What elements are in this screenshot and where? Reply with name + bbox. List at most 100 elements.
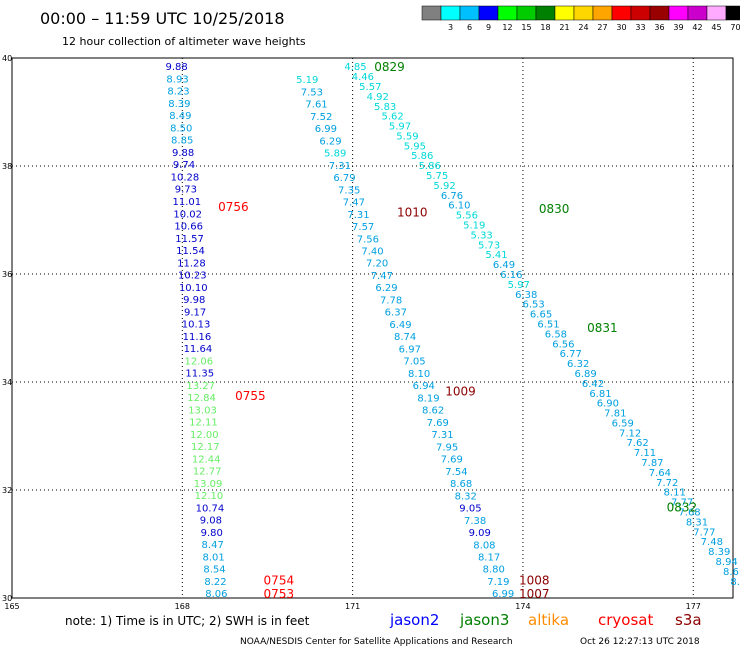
plot-border [11, 57, 734, 599]
wave-height-label: 8.61 [723, 567, 740, 578]
wave-height-label: 8.74 [394, 332, 416, 343]
scale-swatch [459, 5, 480, 21]
wave-height-label: 6.79 [333, 173, 355, 184]
wave-height-label: 8.06 [205, 589, 227, 600]
wave-height-label: 9.09 [469, 528, 491, 539]
scale-swatch [687, 5, 708, 21]
wave-height-label: 6.94 [413, 381, 435, 392]
wave-height-label: 8.44 [730, 577, 740, 588]
scale-label: 45 [711, 23, 721, 32]
wave-height-label: 7.95 [436, 442, 458, 453]
wave-height-label: 7.61 [305, 100, 327, 111]
wave-height-label: 7.56 [357, 234, 379, 245]
wave-height-label: 7.81 [604, 409, 626, 420]
series-cryosat: 5.197.537.617.526.996.295.897.316.797.35… [296, 75, 549, 601]
wave-height-label: 11.64 [184, 344, 213, 355]
time-label: 1008 [519, 574, 550, 588]
x-tick-label: 177 [686, 602, 701, 611]
footer-credit: NOAA/NESDIS Center for Satellite Applica… [240, 637, 513, 647]
scale-swatch [592, 5, 613, 21]
wave-height-label: 11.35 [185, 369, 214, 380]
scale-label: 30 [616, 23, 626, 32]
wave-height-label: 6.77 [560, 349, 582, 360]
wave-height-label: 7.52 [310, 112, 332, 123]
scale-swatch [649, 5, 670, 21]
wave-height-label: 7.40 [361, 247, 383, 258]
wave-height-label: 6.32 [567, 359, 589, 370]
scale-swatch [611, 5, 632, 21]
wave-height-label: 6.59 [612, 418, 634, 429]
wave-height-label: 8.49 [169, 111, 191, 122]
wave-height-label: 7.62 [626, 438, 648, 449]
wave-height-label: 5.62 [381, 112, 403, 123]
legend-cryosat: cryosat [598, 611, 653, 629]
time-label: 0755 [235, 389, 266, 403]
wave-height-label: 8.54 [203, 565, 225, 576]
wave-height-label: 12.17 [191, 442, 220, 453]
wave-height-label: 7.19 [487, 577, 509, 588]
wave-height-label: 8.39 [168, 99, 190, 110]
wave-height-label: 8.85 [171, 136, 193, 147]
wave-height-label: 7.69 [427, 418, 449, 429]
wave-height-label: 8.11 [664, 488, 686, 499]
time-label: 0753 [264, 587, 295, 601]
wave-height-label: 7.35 [338, 185, 360, 196]
scale-swatch [478, 5, 499, 21]
wave-height-label: 6.99 [492, 589, 514, 600]
wave-height-label: 5.86 [411, 151, 433, 162]
time-label: 0756 [218, 200, 249, 214]
wave-height-label: 7.47 [343, 198, 365, 209]
wave-height-label: 4.92 [367, 92, 389, 103]
wave-height-label: 7.54 [445, 467, 467, 478]
wave-height-label: 7.57 [352, 222, 374, 233]
scale-swatch [706, 5, 727, 21]
wave-height-label: 8.10 [408, 369, 430, 380]
wave-height-label: 7.47 [371, 271, 393, 282]
wave-height-label: 5.19 [463, 221, 485, 232]
wave-height-label: 7.38 [464, 516, 486, 527]
wave-height-label: 6.49 [493, 260, 515, 271]
scale-swatch [573, 5, 594, 21]
wave-height-label: 5.92 [433, 181, 455, 192]
wave-height-label: 5.57 [359, 82, 381, 93]
scale-swatch [554, 5, 575, 21]
wave-height-label: 12.11 [189, 418, 218, 429]
y-tick-label: 38 [2, 162, 12, 171]
wave-height-label: 7.77 [693, 527, 715, 538]
wave-height-label: 12.77 [193, 467, 222, 478]
wave-height-label: 9.05 [459, 504, 481, 515]
wave-height-label: 8.80 [483, 565, 505, 576]
wave-height-label: 6.97 [399, 344, 421, 355]
chart-title: 00:00 – 11:59 UTC 10/25/2018 [40, 9, 285, 28]
wave-height-label: 10.66 [174, 222, 203, 233]
wave-height-label: 10.13 [182, 320, 211, 331]
scale-label: 12 [502, 23, 512, 32]
wave-height-label: 6.89 [574, 369, 596, 380]
wave-height-label: 7.72 [656, 478, 678, 489]
scale-label: 27 [597, 23, 607, 32]
scale-label: 6 [467, 23, 472, 32]
wave-height-label: 5.97 [508, 280, 530, 291]
scale-swatch [497, 5, 518, 21]
time-label: 0830 [539, 202, 570, 216]
wave-height-label: 12.06 [184, 356, 213, 367]
satellite-legend: jason2 jason3 altika cryosat s3a [389, 611, 702, 629]
x-tick-label: 168 [175, 602, 190, 611]
wave-height-label: 10.28 [171, 172, 200, 183]
wave-height-label: 11.28 [177, 258, 206, 269]
scale-label: 3 [448, 23, 453, 32]
wave-height-label: 10.10 [179, 283, 208, 294]
series-jason2: 9.888.938.238.398.498.508.859.889.7410.2… [166, 62, 295, 601]
wave-height-label: 6.29 [319, 136, 341, 147]
wave-height-label: 7.31 [431, 430, 453, 441]
time-label: 0832 [667, 500, 698, 514]
wave-height-label: 9.98 [183, 295, 205, 306]
footer-timestamp: Oct 26 12:27:13 UTC 2018 [580, 637, 700, 647]
wave-height-label: 5.41 [485, 250, 507, 261]
wave-height-label: 7.20 [366, 259, 388, 270]
grid-lines [12, 58, 733, 598]
wave-height-label: 7.77 [671, 498, 693, 509]
wave-height-label: 7.78 [380, 295, 402, 306]
wave-height-label: 5.83 [374, 102, 396, 113]
